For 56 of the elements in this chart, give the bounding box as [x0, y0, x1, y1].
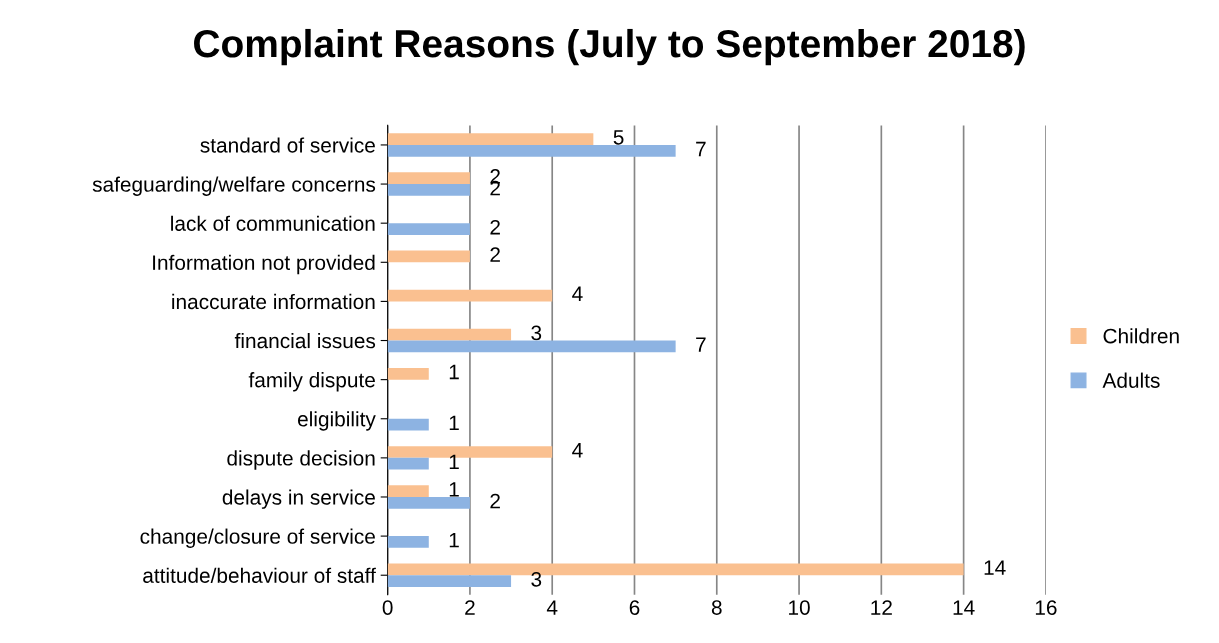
data-label: 5 [613, 130, 624, 145]
data-label: 4 [572, 443, 583, 458]
y-tick-label: financial issues [234, 332, 376, 349]
legend-label: Children [1103, 328, 1179, 344]
data-label: 7 [696, 141, 706, 157]
y-tick-label: delays in service [222, 489, 375, 509]
data-label: 14 [984, 560, 1006, 575]
bar [387, 496, 470, 509]
x-tick-label: 0 [382, 600, 393, 615]
x-tick-label: 2 [465, 600, 475, 615]
y-tick-label: family dispute [248, 372, 375, 392]
x-tick-label: 16 [1035, 600, 1057, 615]
x-tick-label: 12 [871, 600, 892, 615]
x-tick-label: 8 [711, 600, 722, 615]
data-label: 1 [449, 482, 459, 497]
data-label: 7 [696, 337, 706, 352]
data-label: 1 [449, 364, 459, 380]
y-tick-label: Information not provided [153, 254, 375, 275]
bar [387, 184, 470, 196]
bar [387, 328, 512, 341]
bar [387, 457, 429, 470]
data-label: 1 [449, 533, 459, 548]
legend-label: Adults [1102, 372, 1160, 388]
y-tick-label: inaccurate information [172, 293, 375, 310]
chart-title: Complaint Reasons (July to September 2018) [194, 28, 1025, 66]
bar [387, 172, 470, 185]
data-label: 2 [490, 247, 500, 262]
x-tick-label: 4 [546, 600, 558, 615]
data-label: 3 [531, 571, 542, 587]
y-tick-label: standard of service [200, 137, 375, 153]
bar [387, 367, 429, 380]
data-label: 4 [572, 286, 583, 301]
x-tick-label: 10 [789, 600, 810, 615]
data-label: 3 [531, 325, 542, 341]
bar [387, 144, 676, 157]
data-label: 2 [490, 493, 500, 509]
y-tick-label: eligibility [297, 411, 376, 431]
x-tick-label: 14 [953, 600, 975, 615]
y-tick-label: safeguarding/welfare concerns [92, 176, 376, 196]
bar [387, 289, 553, 302]
x-tick-label: 6 [629, 600, 640, 615]
bar [387, 485, 429, 497]
data-label: 1 [449, 415, 459, 431]
data-label: 2 [490, 219, 500, 235]
bar [387, 223, 470, 235]
bar [387, 536, 429, 548]
bar [387, 133, 594, 145]
y-tick-label: attitude/behaviour of staff [143, 567, 376, 583]
y-tick-label: lack of communication [171, 215, 375, 231]
bar [387, 340, 676, 353]
bar [387, 418, 429, 431]
y-tick-label: dispute decision [227, 450, 375, 470]
data-label: 1 [449, 454, 459, 470]
y-tick-label: change/closure of service [140, 528, 375, 548]
bar [387, 575, 512, 587]
bar [387, 250, 470, 263]
